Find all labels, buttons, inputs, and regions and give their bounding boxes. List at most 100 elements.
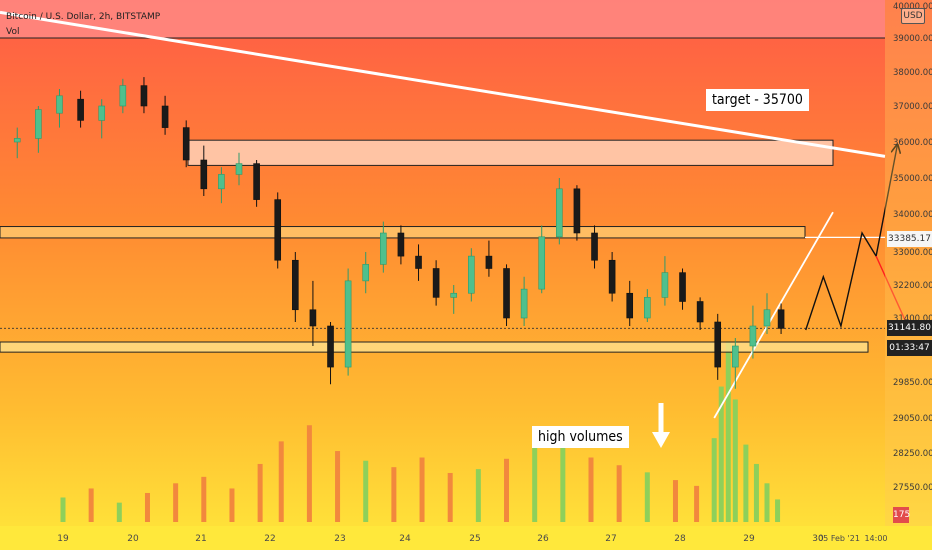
candle-20	[397, 232, 405, 257]
candle-24	[468, 255, 475, 294]
candle-8	[182, 127, 190, 161]
candle-7	[161, 105, 169, 128]
candle-10	[218, 174, 225, 190]
bullish-projection	[805, 146, 898, 331]
volume-arrow-head	[652, 432, 670, 448]
candle-15	[309, 309, 317, 327]
price-tick-4: 33000.00	[893, 248, 932, 258]
time-tick-0: 19	[57, 534, 69, 544]
candle-25	[485, 255, 493, 269]
volume-bar-2	[116, 502, 122, 522]
volume-bar-10	[335, 451, 341, 522]
chart-title: Bitcoin / U.S. Dollar, 2h, BITSTAMP	[6, 12, 161, 22]
price-tick-2: 31400.00	[893, 314, 932, 324]
time-tick-7: 26	[537, 534, 549, 544]
volume-bar-21	[644, 472, 650, 522]
volume-label: Vol	[6, 27, 20, 37]
price-axis: 29850.0030600.0031400.0032200.0033000.00…	[885, 0, 932, 526]
volume-bar-5	[201, 476, 207, 522]
downtrend-line	[0, 10, 886, 158]
volume-bar-22	[672, 480, 678, 522]
volume-bar-15	[475, 469, 481, 522]
time-tick-11: 30	[812, 534, 824, 544]
candle-11	[235, 163, 243, 175]
volume-bar-24	[711, 438, 717, 522]
candle-29	[556, 188, 563, 238]
volume-bar-16	[504, 458, 510, 522]
volume-bar-0	[60, 497, 66, 522]
time-tick-9: 28	[674, 534, 686, 544]
volume-tag: 175	[893, 507, 910, 523]
price-tick-5: 34000.00	[893, 210, 932, 220]
volume-bar-12	[391, 467, 397, 522]
volume-bar-23	[694, 485, 700, 522]
candle-32	[608, 259, 616, 294]
volume-bar-14	[447, 472, 453, 522]
candle-27	[520, 288, 528, 319]
price-tick-6: 35000.00	[893, 174, 932, 184]
time-tick-8: 27	[605, 534, 616, 544]
volume-bar-20	[616, 465, 622, 522]
volume-bar-8	[278, 441, 284, 522]
candle-18	[362, 264, 370, 282]
candle-6	[140, 85, 148, 107]
candle-2	[56, 95, 63, 114]
candle-33	[626, 292, 634, 319]
candle-5	[119, 85, 127, 107]
projection-lines	[652, 146, 911, 448]
candle-22	[432, 268, 440, 298]
candle-21	[415, 255, 422, 269]
volume-bar-9	[306, 425, 312, 522]
volume-bar-7	[257, 463, 263, 522]
candle-16	[327, 325, 334, 368]
time-tick-1: 20	[127, 534, 139, 544]
trend-lines	[0, 10, 886, 419]
candle-14	[292, 259, 299, 311]
volume-bar-17	[532, 434, 538, 522]
price-tick-9: 38000.00	[893, 68, 932, 78]
candle-1	[35, 109, 42, 139]
price-tick-7: 36000.00	[893, 138, 932, 148]
level-price-tag: 33385.17	[887, 231, 932, 247]
candle-35	[661, 272, 669, 298]
time-tick-10: 29	[743, 534, 755, 544]
volume-bar-3	[144, 492, 150, 522]
price-tick-10: 39000.00	[893, 34, 932, 44]
candle-26	[503, 268, 510, 319]
uptrend-line	[713, 211, 834, 419]
price-tick-13: 28250.00	[893, 449, 932, 459]
time-tick-4: 23	[334, 534, 345, 544]
volume-bar-28	[743, 444, 749, 522]
candle-42	[777, 309, 785, 329]
volume-bar-29	[753, 463, 759, 522]
countdown-tag: 01:33:47	[887, 340, 932, 356]
last-price-tag: 31141.80	[887, 320, 932, 336]
zone-resistance-top	[187, 139, 834, 166]
candle-19	[380, 232, 387, 265]
candle-9	[200, 159, 208, 190]
candle-0	[13, 138, 21, 143]
candle-30	[573, 188, 581, 234]
target-annotation: target - 35700	[706, 89, 809, 111]
volume-bar-25	[718, 386, 724, 522]
candles	[13, 77, 785, 389]
price-tick-3: 32200.00	[893, 281, 932, 291]
candle-38	[714, 321, 722, 368]
volume-bar-11	[363, 460, 369, 522]
candle-36	[679, 272, 686, 302]
top-band	[0, 0, 885, 38]
candle-13	[274, 199, 282, 261]
volume-bar-26	[725, 341, 731, 522]
time-tick-6: 25	[469, 534, 480, 544]
time-tick-13: 14:00	[864, 534, 887, 543]
volume-annotation: high volumes	[532, 426, 629, 448]
zone-support	[0, 341, 869, 353]
time-axis-bg	[0, 526, 932, 550]
candle-39	[732, 345, 739, 368]
price-tick-14: 29050.00	[893, 414, 932, 424]
currency-button[interactable]: USD	[901, 8, 925, 24]
